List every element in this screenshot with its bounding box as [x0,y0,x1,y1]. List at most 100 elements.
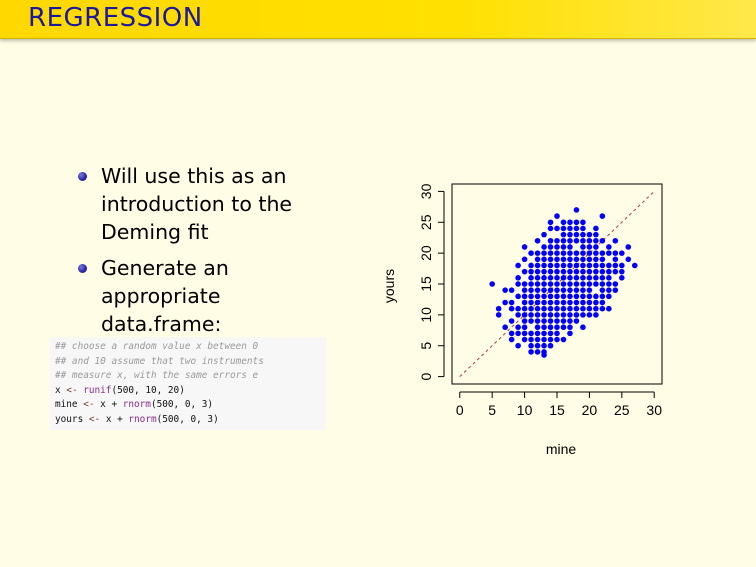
data-point [586,275,593,281]
data-point [586,250,593,256]
code-comment: ## measure x, with the same errors e [55,370,259,381]
data-point [541,281,547,287]
bullet-dot-icon [78,264,87,273]
y-tick-label: 0 [418,372,434,380]
data-point [541,293,547,300]
data-point [625,244,632,250]
data-point [580,312,586,318]
data-point [547,287,554,293]
data-point [567,293,573,300]
data-point [580,305,586,312]
data-point [586,244,593,250]
data-point [534,237,541,244]
code-expr: x + [100,399,123,410]
data-point [515,342,521,349]
x-tick-label: 15 [549,402,565,418]
data-point [612,256,619,263]
data-point [612,287,619,293]
code-comment: ## choose a random value x between 0 [55,341,259,352]
data-point [547,268,554,275]
data-point [586,312,593,318]
data-point [599,262,606,269]
data-point [547,342,554,349]
data-point [554,256,560,263]
data-point [606,268,612,275]
data-point [606,262,612,269]
code-expr: x + [105,413,129,425]
data-point [554,318,560,324]
x-tick-label: 5 [488,402,496,418]
data-point [534,349,541,355]
code-assign: <- [60,384,84,396]
data-point [515,281,521,287]
data-point [528,250,534,256]
data-point [560,244,567,250]
data-point [567,281,573,287]
data-point [573,275,580,281]
data-point [593,305,599,312]
data-point [554,336,560,343]
data-point [599,250,606,256]
data-point [560,268,567,275]
data-point [528,336,534,343]
data-point [541,262,547,269]
data-point [586,256,593,263]
data-point [560,231,567,238]
data-point [606,275,612,281]
data-point [580,287,586,293]
data-point [547,250,554,256]
data-point [560,299,567,306]
data-point [619,275,625,281]
y-axis-label: yours [381,269,397,303]
data-point [515,312,521,318]
data-point [554,287,560,293]
data-point [567,318,573,324]
data-point [599,275,606,281]
data-point [606,250,612,256]
data-point [534,318,541,324]
data-point [547,330,554,337]
data-point [573,299,580,306]
code-var: mine [55,399,78,410]
data-point [495,312,502,318]
data-point [508,336,515,343]
data-point [554,225,560,232]
data-point [541,324,547,331]
data-point [560,225,567,232]
data-point [554,330,560,337]
data-point [521,293,528,300]
data-point [606,281,612,287]
data-point [567,287,573,293]
data-point [631,262,638,269]
data-point [515,293,521,300]
data-point [580,281,586,287]
data-point [508,287,515,293]
data-point [547,305,554,312]
data-point [554,213,560,219]
data-point [567,256,573,263]
data-point [541,244,547,250]
data-point [599,268,606,275]
data-point [534,256,541,263]
data-point [502,287,508,293]
data-point [547,219,554,226]
data-point [567,237,573,244]
data-point [554,305,560,312]
code-fn: rnorm [128,413,157,425]
data-point [534,275,541,281]
data-point [528,318,534,324]
data-point [541,268,547,275]
y-tick-label: 30 [418,183,434,199]
code-assign: <- [77,399,101,410]
data-point [554,275,560,281]
data-point [560,293,567,300]
data-point [515,305,521,312]
data-point [560,250,567,256]
data-point [573,262,580,269]
data-point [554,244,560,250]
data-point [547,318,554,324]
data-point [554,312,560,318]
data-point [521,281,528,287]
data-point [567,225,573,232]
data-point [541,275,547,281]
